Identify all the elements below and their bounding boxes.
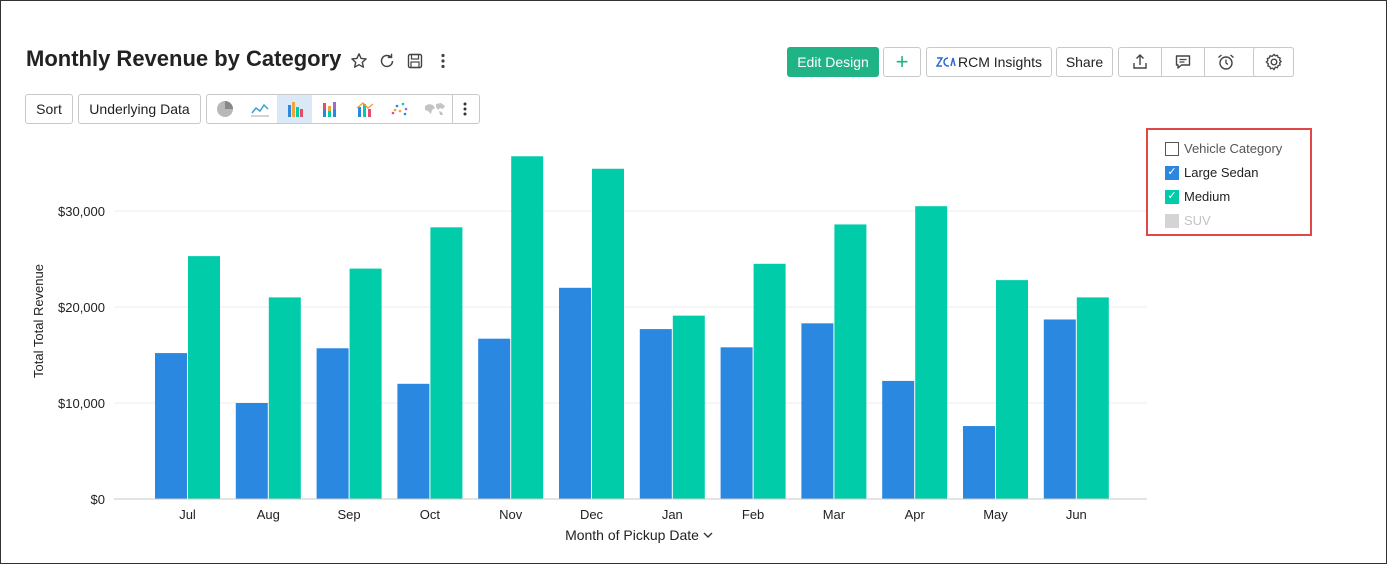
bar-medium-may[interactable]: [996, 280, 1028, 499]
x-tick-label: Oct: [420, 507, 441, 522]
save-icon[interactable]: [405, 51, 425, 71]
export-icon[interactable]: [1119, 48, 1161, 76]
bar-large-sedan-jun[interactable]: [1043, 319, 1076, 499]
bar-large-sedan-aug[interactable]: [235, 403, 268, 499]
more-vertical-icon[interactable]: [433, 51, 453, 71]
y-tick-labels: $0 $10,000 $20,000 $30,000: [58, 204, 105, 507]
edit-design-button[interactable]: Edit Design: [787, 47, 879, 77]
bar-medium-sep[interactable]: [349, 268, 382, 499]
legend-label: Large Sedan: [1184, 165, 1259, 180]
legend-checkbox-large-sedan[interactable]: ✓: [1165, 165, 1179, 180]
scatter-chart-icon[interactable]: [382, 95, 417, 123]
bar-large-sedan-feb[interactable]: [720, 347, 753, 499]
share-button[interactable]: Share: [1056, 47, 1113, 77]
y-tick-label: $10,000: [58, 396, 105, 411]
bar-medium-oct[interactable]: [430, 227, 463, 499]
alarm-icon[interactable]: [1204, 48, 1247, 76]
bar-large-sedan-may[interactable]: [963, 426, 995, 499]
y-tick-label: $0: [91, 492, 105, 507]
x-tick-labels: Jul Aug Sep Oct Nov Dec Jan Feb Mar Apr May Jun: [179, 507, 1087, 522]
bar-medium-jan[interactable]: [672, 315, 705, 499]
page-title: Monthly Revenue by Category: [26, 46, 342, 71]
bar-line-chart-icon[interactable]: [347, 95, 382, 123]
x-tick-label: Jan: [662, 507, 683, 522]
map-chart-icon[interactable]: [417, 95, 452, 123]
bar-large-sedan-oct[interactable]: [397, 383, 430, 499]
underlying-data-button[interactable]: Underlying Data: [78, 94, 201, 124]
x-tick-label: Apr: [905, 507, 926, 522]
bar-large-sedan-sep[interactable]: [316, 348, 349, 499]
legend-title: Vehicle Category: [1184, 141, 1283, 156]
title-actions: [349, 51, 453, 71]
x-tick-label: Sep: [338, 507, 361, 522]
y-tick-label: $20,000: [58, 300, 105, 315]
add-button[interactable]: +: [883, 47, 921, 77]
pie-chart-icon[interactable]: [207, 95, 242, 123]
bar-medium-apr[interactable]: [915, 206, 948, 499]
x-tick-label: Mar: [823, 507, 846, 522]
chart-type-selector: [206, 94, 480, 124]
insights-icon: [935, 57, 956, 67]
legend-checkbox-all[interactable]: [1165, 141, 1179, 156]
x-axis-label[interactable]: Month of Pickup Date: [565, 527, 699, 543]
rcm-insights-label: RCM Insights: [957, 54, 1043, 70]
y-tick-label: $30,000: [58, 204, 105, 219]
bar-medium-jul[interactable]: [188, 256, 220, 499]
bar-large-sedan-dec[interactable]: [559, 287, 591, 499]
x-tick-label: Nov: [499, 507, 523, 522]
bars: [155, 156, 1109, 499]
bar-medium-jun[interactable]: [1076, 297, 1109, 499]
star-icon[interactable]: [349, 51, 369, 71]
chevron-down-icon[interactable]: [703, 532, 713, 538]
sort-button[interactable]: Sort: [25, 94, 73, 124]
line-chart-icon[interactable]: [242, 95, 277, 123]
rcm-insights-button[interactable]: RCM Insights: [926, 47, 1052, 77]
x-tick-label: Jul: [179, 507, 196, 522]
y-axis-label: Total Total Revenue: [31, 264, 46, 378]
x-tick-label: Dec: [580, 507, 604, 522]
stacked-bar-chart-icon[interactable]: [312, 95, 347, 123]
bar-large-sedan-nov[interactable]: [478, 338, 511, 499]
bar-chart-icon[interactable]: [277, 95, 312, 123]
legend-item-suv[interactable]: SUV: [1165, 213, 1211, 228]
x-tick-label: Feb: [742, 507, 764, 522]
bar-medium-feb[interactable]: [753, 263, 786, 499]
more-chart-options-icon[interactable]: [452, 95, 477, 123]
x-tick-label: May: [983, 507, 1008, 522]
bar-large-sedan-jan[interactable]: [639, 329, 672, 499]
bar-medium-mar[interactable]: [834, 224, 867, 499]
bar-large-sedan-jul[interactable]: [155, 353, 187, 499]
bar-medium-dec[interactable]: [592, 168, 624, 499]
settings-button[interactable]: [1253, 47, 1294, 77]
legend-label: SUV: [1184, 213, 1211, 228]
bar-medium-aug[interactable]: [268, 297, 301, 499]
legend-title-item[interactable]: Vehicle Category: [1165, 141, 1282, 156]
legend-item-medium[interactable]: ✓ Medium: [1165, 189, 1230, 204]
x-tick-label: Aug: [257, 507, 280, 522]
legend-checkbox-suv[interactable]: [1165, 213, 1179, 228]
bar-large-sedan-mar[interactable]: [801, 323, 834, 499]
gear-icon: [1265, 53, 1282, 71]
bar-large-sedan-apr[interactable]: [882, 380, 915, 499]
refresh-icon[interactable]: [377, 51, 397, 71]
bar-medium-nov[interactable]: [511, 156, 544, 499]
legend-label: Medium: [1184, 189, 1231, 204]
legend-item-large-sedan[interactable]: ✓ Large Sedan: [1165, 165, 1258, 180]
comment-icon[interactable]: [1161, 48, 1204, 76]
legend: Vehicle Category ✓ Large Sedan ✓ Medium …: [1146, 128, 1312, 236]
legend-checkbox-medium[interactable]: ✓: [1165, 189, 1179, 204]
x-tick-label: Jun: [1066, 507, 1087, 522]
